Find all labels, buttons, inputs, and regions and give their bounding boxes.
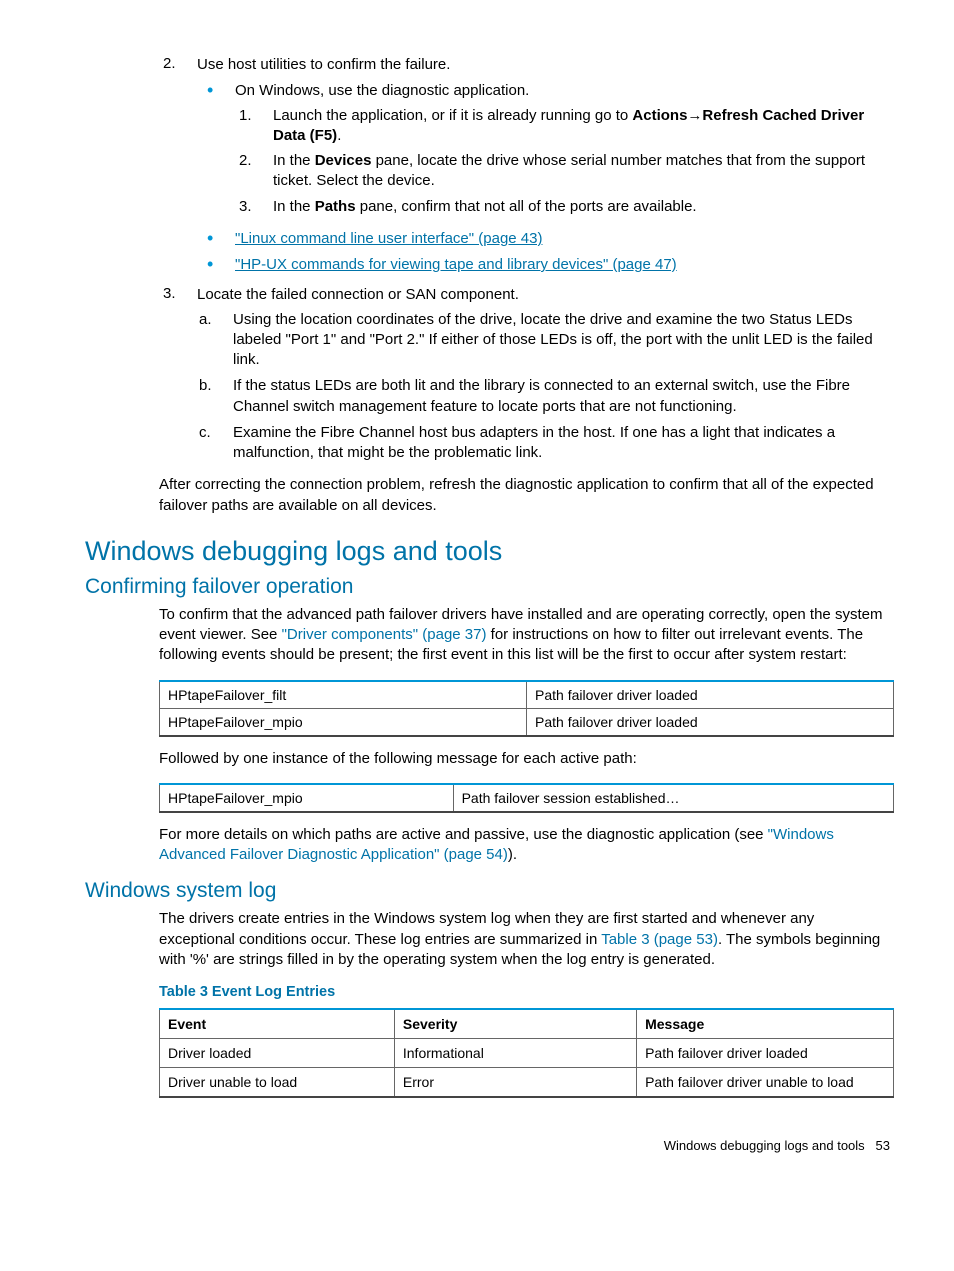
step-2: 2. Use host utilities to confirm the fai… xyxy=(159,55,894,281)
substep-1: 1. Launch the application, or if it is a… xyxy=(235,106,894,147)
h3-confirming: Confirming failover operation xyxy=(85,575,894,599)
sec2-p1: The drivers create entries in the Window… xyxy=(159,909,894,970)
table-row: Driver loaded Informational Path failove… xyxy=(160,1039,894,1068)
cell: Path failover driver unable to load xyxy=(637,1068,894,1098)
step-marker: 3. xyxy=(159,285,197,469)
sec1-p2: Followed by one instance of the followin… xyxy=(159,749,894,769)
h2-windows-debugging: Windows debugging logs and tools xyxy=(85,536,894,567)
cell: Driver unable to load xyxy=(160,1068,395,1098)
cell: HPtapeFailover_mpio xyxy=(160,708,527,736)
alpha-a: a. Using the location coordinates of the… xyxy=(197,310,894,371)
cell: Path failover session established… xyxy=(453,784,893,812)
table-header-row: Event Severity Message xyxy=(160,1009,894,1039)
after-paragraph: After correcting the connection problem,… xyxy=(159,475,894,516)
substep-3: 3. In the Paths pane, confirm that not a… xyxy=(235,197,697,217)
alpha-c: c. Examine the Fibre Channel host bus ad… xyxy=(197,423,894,464)
substep-2: 2. In the Devices pane, locate the drive… xyxy=(235,151,894,192)
cell: HPtapeFailover_filt xyxy=(160,681,527,709)
bullet-windows: • On Windows, use the diagnostic applica… xyxy=(197,81,894,223)
sec1-p3: For more details on which paths are acti… xyxy=(159,825,894,866)
step-text: Locate the failed connection or SAN comp… xyxy=(197,286,519,303)
alpha-b: b. If the status LEDs are both lit and t… xyxy=(197,376,894,417)
link-hpux[interactable]: "HP-UX commands for viewing tape and lib… xyxy=(235,256,677,273)
page-number: 53 xyxy=(876,1138,890,1153)
col-header: Message xyxy=(637,1009,894,1039)
substep-marker: 1. xyxy=(235,106,273,147)
table-event-log: Event Severity Message Driver loaded Inf… xyxy=(159,1008,894,1098)
windows-substeps: 1. Launch the application, or if it is a… xyxy=(235,106,894,217)
table-row: HPtapeFailover_filt Path failover driver… xyxy=(160,681,894,709)
sec1-p1: To confirm that the advanced path failov… xyxy=(159,605,894,666)
bullet-icon: • xyxy=(197,255,235,275)
step-3: 3. Locate the failed connection or SAN c… xyxy=(159,285,894,469)
cell: Driver loaded xyxy=(160,1039,395,1068)
bullet-text: On Windows, use the diagnostic applicati… xyxy=(235,82,529,99)
link-table3[interactable]: Table 3 (page 53) xyxy=(601,931,718,948)
cell: Error xyxy=(394,1068,636,1098)
sec1-body: To confirm that the advanced path failov… xyxy=(159,605,894,866)
table-row: HPtapeFailover_mpio Path failover sessio… xyxy=(160,784,894,812)
table3-caption: Table 3 Event Log Entries xyxy=(159,984,894,1000)
sec2-body: The drivers create entries in the Window… xyxy=(159,909,894,1098)
cell: Informational xyxy=(394,1039,636,1068)
h3-syslog: Windows system log xyxy=(85,879,894,903)
cell: HPtapeFailover_mpio xyxy=(160,784,454,812)
col-header: Event xyxy=(160,1009,395,1039)
table-session: HPtapeFailover_mpio Path failover sessio… xyxy=(159,783,894,813)
cell: Path failover driver loaded xyxy=(637,1039,894,1068)
col-header: Severity xyxy=(394,1009,636,1039)
link-driver-components[interactable]: "Driver components" (page 37) xyxy=(282,626,487,643)
substep-marker: 3. xyxy=(235,197,273,217)
bullet-icon: • xyxy=(197,81,235,223)
bullet-hpux: • "HP-UX commands for viewing tape and l… xyxy=(197,255,677,275)
bullet-linux: • "Linux command line user interface" (p… xyxy=(197,229,542,249)
substep-marker: 2. xyxy=(235,151,273,192)
step3-alpha: a. Using the location coordinates of the… xyxy=(197,310,894,464)
page-footer: Windows debugging logs and tools 53 xyxy=(85,1138,894,1153)
footer-text: Windows debugging logs and tools xyxy=(664,1138,865,1153)
main-steps-list: 2. Use host utilities to confirm the fai… xyxy=(159,55,894,469)
link-linux-cli[interactable]: "Linux command line user interface" (pag… xyxy=(235,230,542,247)
bullet-icon: • xyxy=(197,229,235,249)
table-row: Driver unable to load Error Path failove… xyxy=(160,1068,894,1098)
step-text: Use host utilities to confirm the failur… xyxy=(197,56,450,73)
table-loaded-drivers: HPtapeFailover_filt Path failover driver… xyxy=(159,680,894,737)
page-content: 2. Use host utilities to confirm the fai… xyxy=(0,0,954,1183)
step2-bullets: • On Windows, use the diagnostic applica… xyxy=(197,81,894,275)
step-marker: 2. xyxy=(159,55,197,281)
table-row: HPtapeFailover_mpio Path failover driver… xyxy=(160,708,894,736)
cell: Path failover driver loaded xyxy=(527,681,894,709)
cell: Path failover driver loaded xyxy=(527,708,894,736)
